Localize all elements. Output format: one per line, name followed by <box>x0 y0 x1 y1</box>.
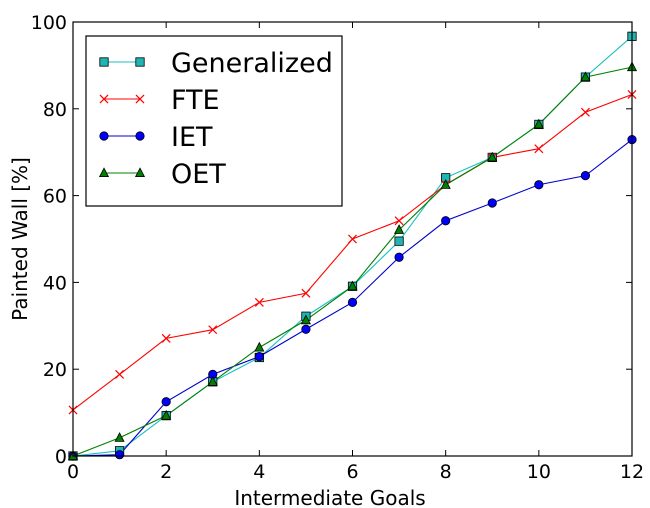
x-tick-label: 0 <box>67 461 79 483</box>
data-point-oet <box>533 118 544 129</box>
y-tick-label: 0 <box>55 446 67 468</box>
x-tick-label: 12 <box>620 461 644 483</box>
data-point-oet <box>254 341 265 352</box>
data-point-fte <box>161 333 171 343</box>
legend-marker-generalized <box>135 57 145 67</box>
y-tick-label: 20 <box>43 359 67 381</box>
legend-label-generalized: Generalized <box>171 48 333 79</box>
data-point-iet <box>534 180 544 190</box>
data-point-oet <box>580 71 591 82</box>
x-tick-label: 4 <box>253 461 265 483</box>
data-point-fte <box>534 144 544 154</box>
y-tick-label: 100 <box>31 12 67 34</box>
legend-marker-fte <box>99 94 109 104</box>
legend-box <box>85 35 343 207</box>
data-point-fte <box>254 297 264 307</box>
data-point-fte <box>348 234 357 244</box>
x-tick-label: 6 <box>346 461 358 483</box>
data-point-fte <box>580 107 590 117</box>
x-axis-label: Intermediate Goals <box>234 486 425 508</box>
y-tick-label: 40 <box>43 272 67 294</box>
legend-label-fte: FTE <box>171 85 220 116</box>
data-point-fte <box>301 288 311 298</box>
data-point-oet <box>114 432 125 442</box>
data-point-iet <box>487 198 497 208</box>
data-point-iet <box>301 324 311 334</box>
data-point-iet <box>394 252 404 262</box>
x-tick-label: 10 <box>527 461 551 483</box>
data-point-iet <box>347 297 358 307</box>
data-point-oet <box>300 314 311 325</box>
data-point-iet <box>114 450 125 460</box>
legend-marker-iet <box>135 131 145 141</box>
data-point-oet <box>487 151 498 162</box>
y-axis-label: Painted Wall [%] <box>8 157 32 321</box>
data-point-iet <box>441 216 451 226</box>
data-point-oet <box>440 179 451 189</box>
data-point-fte <box>394 216 404 226</box>
legend-marker-fte <box>135 94 145 104</box>
data-point-oet <box>394 224 405 234</box>
y-tick-label: 80 <box>43 99 67 121</box>
data-point-iet <box>580 171 591 181</box>
data-point-iet <box>161 397 171 407</box>
legend-label-iet: IET <box>171 122 213 153</box>
x-tick-label: 2 <box>160 461 172 483</box>
legend-marker-iet <box>99 131 109 141</box>
data-point-oet <box>161 409 172 420</box>
data-point-fte <box>115 369 125 379</box>
data-point-fte <box>208 325 218 335</box>
data-point-oet <box>347 280 358 291</box>
legend-label-oet: OET <box>171 159 226 190</box>
x-tick-label: 8 <box>440 461 452 483</box>
legend: Generalized FTE IET OET <box>85 35 343 207</box>
legend-marker-generalized <box>99 57 109 67</box>
legend-marker-oet <box>134 167 146 178</box>
legend-marker-oet <box>98 167 110 178</box>
axis-ticks: 0 2 4 6 8 10 12 0 20 40 60 80 100 <box>31 12 644 483</box>
data-point-generalized <box>394 236 404 246</box>
data-point-oet <box>207 376 218 386</box>
y-tick-label: 60 <box>43 186 67 208</box>
data-point-iet <box>254 352 264 362</box>
plot-content <box>67 31 638 461</box>
